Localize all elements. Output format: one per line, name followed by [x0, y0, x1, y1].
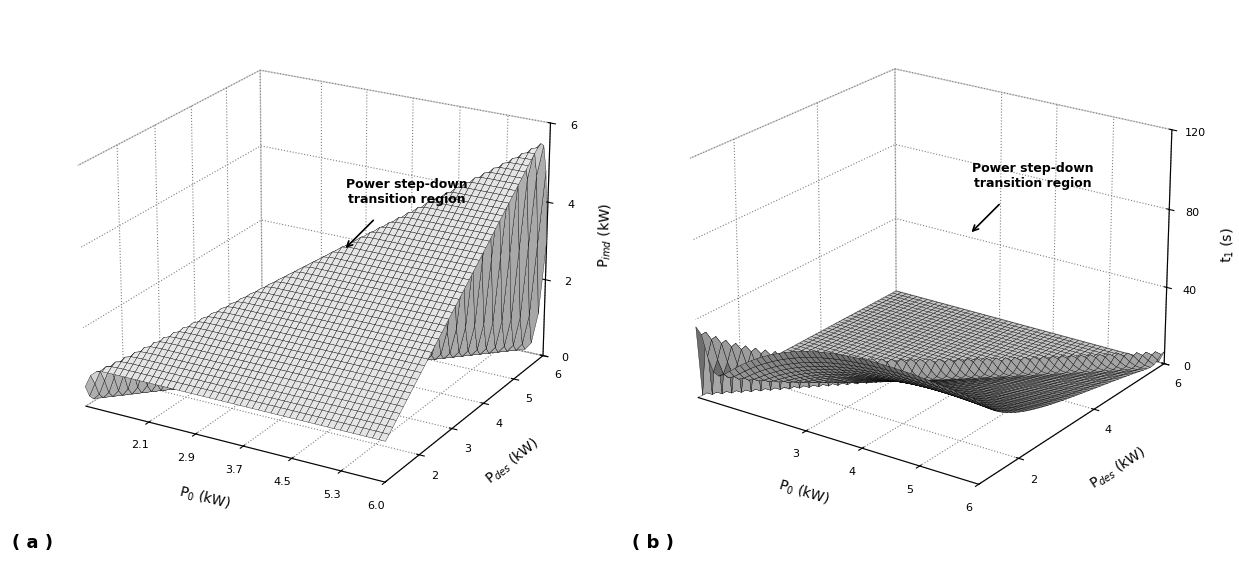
Text: ( b ): ( b ): [632, 534, 674, 552]
Text: Power step-down
transition region: Power step-down transition region: [973, 162, 1094, 190]
X-axis label: P$_0$ (kW): P$_0$ (kW): [177, 483, 232, 512]
Text: Power step-down
transition region: Power step-down transition region: [346, 178, 468, 206]
X-axis label: P$_0$ (kW): P$_0$ (kW): [776, 477, 831, 509]
Text: ( a ): ( a ): [12, 534, 53, 552]
Y-axis label: P$_{des}$ (kW): P$_{des}$ (kW): [482, 434, 543, 488]
Y-axis label: P$_{des}$ (kW): P$_{des}$ (kW): [1087, 444, 1150, 493]
